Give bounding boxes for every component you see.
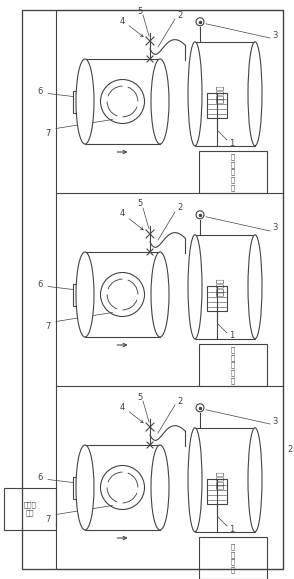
Text: 7: 7 [45, 515, 51, 524]
Ellipse shape [151, 59, 169, 144]
Bar [207, 286, 227, 311]
Ellipse shape [248, 234, 262, 339]
Bar [73, 284, 83, 306]
Text: 1: 1 [229, 525, 235, 533]
Text: 6: 6 [37, 473, 43, 482]
Text: 2: 2 [177, 10, 183, 20]
Ellipse shape [248, 428, 262, 532]
Bar [199, 537, 267, 579]
Bar [4, 488, 56, 530]
Ellipse shape [76, 445, 94, 530]
Bar [56, 10, 283, 569]
Text: 7: 7 [45, 322, 51, 331]
Text: 二
川
控
制
器: 二 川 控 制 器 [231, 346, 235, 383]
Ellipse shape [76, 252, 94, 337]
Bar [85, 445, 160, 530]
Text: 3: 3 [272, 223, 278, 233]
Text: 一
控
制
器: 一 控 制 器 [231, 543, 235, 573]
Ellipse shape [188, 42, 202, 146]
Bar [207, 479, 227, 504]
Ellipse shape [188, 234, 202, 339]
Bar [73, 477, 83, 499]
Ellipse shape [248, 42, 262, 146]
Bar [85, 59, 160, 144]
Text: 一号水箱: 一号水箱 [216, 471, 225, 489]
Bar [195, 234, 255, 339]
Ellipse shape [188, 428, 202, 532]
Text: 2: 2 [177, 203, 183, 212]
Text: 三
川
控
制
器: 三 川 控 制 器 [231, 153, 235, 190]
Bar [22, 10, 283, 569]
Text: 4: 4 [119, 402, 125, 412]
Ellipse shape [151, 252, 169, 337]
Text: 6: 6 [37, 87, 43, 96]
Text: 5: 5 [137, 393, 143, 401]
Text: 二号水箱: 二号水箱 [216, 277, 225, 296]
Bar [207, 93, 227, 118]
Text: 5: 5 [137, 6, 143, 16]
Text: 4: 4 [119, 210, 125, 218]
Bar [73, 90, 83, 112]
Text: 3: 3 [272, 416, 278, 426]
Ellipse shape [76, 59, 94, 144]
Bar [85, 252, 160, 337]
Text: 1: 1 [229, 138, 235, 148]
Bar [195, 42, 255, 146]
Text: 5: 5 [137, 200, 143, 208]
Ellipse shape [151, 445, 169, 530]
Text: 3: 3 [272, 31, 278, 39]
Bar [195, 428, 255, 532]
Text: 4: 4 [119, 16, 125, 25]
Text: 2: 2 [287, 445, 293, 455]
Bar [199, 151, 267, 193]
Text: 7: 7 [45, 129, 51, 138]
Text: 6: 6 [37, 280, 43, 289]
Text: 集中控
制器: 集中控 制器 [24, 502, 36, 516]
Text: 2: 2 [177, 397, 183, 405]
Text: 三号水箱: 三号水箱 [216, 85, 225, 103]
Bar [199, 344, 267, 386]
Text: 1: 1 [229, 332, 235, 340]
